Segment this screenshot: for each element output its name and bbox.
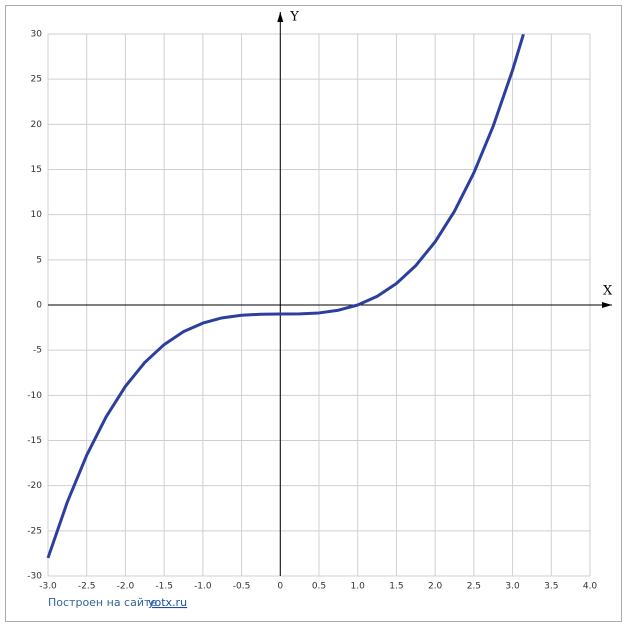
x-tick-label: -0.5 — [233, 582, 251, 592]
x-tick-label: -3.0 — [39, 582, 57, 592]
footer-link[interactable]: yotx.ru — [148, 596, 187, 609]
x-tick-label: 1.5 — [389, 582, 403, 592]
y-tick-label: 5 — [36, 255, 42, 265]
x-arrow — [602, 302, 612, 308]
x-tick-label: 3.0 — [505, 582, 520, 592]
x-tick-label: 1.0 — [351, 582, 366, 592]
y-tick-label: 0 — [36, 301, 42, 311]
y-tick-label: 25 — [31, 75, 42, 85]
y-arrow — [277, 12, 284, 22]
y-tick-label: 30 — [31, 30, 43, 40]
frame — [5, 5, 622, 622]
x-tick-label: -2.5 — [78, 582, 96, 592]
x-tick-label: -2.0 — [117, 582, 135, 592]
curve — [46, 33, 525, 559]
y-tick-label: -25 — [27, 526, 42, 536]
footer-text: Построен на сайте — [48, 596, 157, 609]
x-tick-label: 4.0 — [583, 582, 598, 592]
y-tick-label: 10 — [31, 210, 43, 220]
x-tick-label: 0 — [277, 582, 283, 592]
y-tick-label: 15 — [31, 165, 42, 175]
y-tick-label: -10 — [27, 391, 42, 401]
y-tick-label: -5 — [33, 346, 42, 356]
y-tick-label: -15 — [27, 436, 42, 446]
y-tick-label: 20 — [31, 120, 43, 130]
y-axis-label: Y — [289, 10, 299, 25]
x-tick-label: -1.0 — [194, 582, 212, 592]
x-tick-label: 2.0 — [428, 582, 443, 592]
x-tick-label: -1.5 — [155, 582, 173, 592]
x-tick-label: 3.5 — [544, 582, 558, 592]
x-tick-label: 2.5 — [467, 582, 481, 592]
x-axis-label: X — [603, 284, 613, 299]
y-tick-label: -30 — [27, 572, 42, 582]
y-tick-label: -20 — [27, 481, 42, 491]
x-tick-label: 0.5 — [312, 582, 326, 592]
